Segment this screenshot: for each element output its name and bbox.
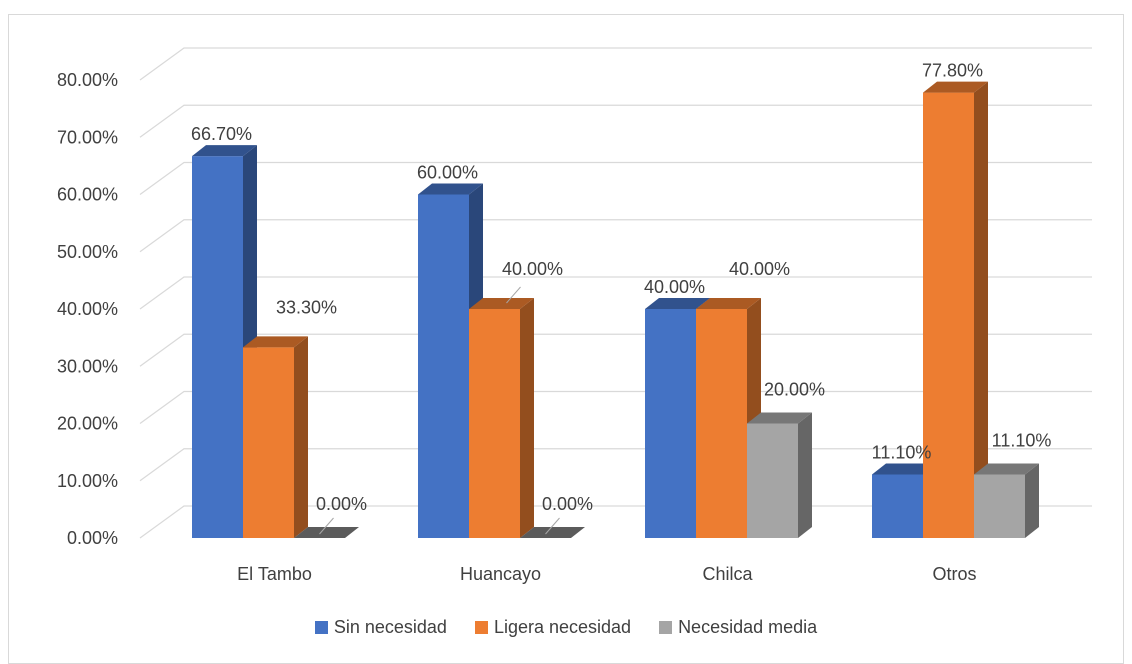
bar-top (923, 81, 988, 93)
bar-side (520, 298, 534, 538)
y-tick-label: 70.00% (57, 127, 118, 147)
y-tick-label: 20.00% (57, 414, 118, 434)
legend-label: Ligera necesidad (493, 617, 632, 637)
legend-item: Necesidad media (659, 617, 817, 638)
bar (243, 347, 294, 538)
data-label: 40.00% (502, 259, 563, 279)
legend-item: Ligera necesidad (474, 617, 632, 638)
legend-swatch (474, 621, 488, 634)
gridline (139, 104, 1092, 138)
data-label: 20.00% (764, 380, 825, 400)
x-category-label: El Tambo (237, 564, 312, 584)
bar-top (645, 298, 710, 309)
data-label: 60.00% (417, 163, 478, 183)
x-category-label: Huancayo (460, 564, 541, 584)
bar-top (243, 336, 308, 348)
bar-top (469, 298, 534, 309)
data-label: 0.00% (542, 494, 593, 514)
legend-swatch (314, 621, 328, 634)
bar-top (747, 412, 812, 424)
bar (192, 156, 243, 538)
bar-top (294, 527, 359, 538)
bars (192, 81, 1039, 538)
bar-side (798, 412, 812, 538)
gridline (139, 390, 1092, 424)
bar-top (418, 183, 483, 195)
y-tick-label: 80.00% (57, 70, 118, 90)
bar-top (872, 463, 937, 475)
bar (872, 474, 923, 538)
bar (747, 423, 798, 538)
leader-line (319, 517, 334, 535)
gridline (139, 47, 1092, 81)
data-label: 0.00% (316, 494, 367, 514)
bar-top (696, 298, 761, 309)
bar-top (192, 145, 257, 157)
gridline (139, 161, 1092, 195)
bar (696, 309, 747, 538)
gridline (139, 333, 1092, 367)
x-category-label: Otros (932, 564, 976, 584)
y-axis-ticks: 0.00% 10.00% 20.00% 30.00% 40.00% 50.00% 60.00… (57, 70, 118, 548)
bar-side (294, 336, 308, 538)
legend-label: Sin necesidad (333, 617, 447, 637)
data-label: 33.30% (276, 297, 337, 317)
bar (974, 474, 1025, 538)
y-tick-label: 0.00% (67, 528, 118, 548)
leader-line (506, 286, 521, 304)
legend: Sin necesidad Ligera necesidad Necesidad m… (0, 617, 1132, 639)
data-label: 11.10% (992, 430, 1052, 450)
gridline (139, 276, 1092, 310)
gridline (139, 219, 1092, 253)
data-label: 40.00% (644, 277, 705, 297)
chart: 0.00% 10.00% 20.00% 30.00% 40.00% 50.00% 60.00… (57, 47, 1092, 584)
y-tick-label: 30.00% (57, 356, 118, 376)
leader-line (545, 517, 560, 535)
data-label: 77.80% (922, 61, 983, 81)
data-label: 11.10% (872, 442, 932, 462)
bar (923, 92, 974, 538)
bar-top (974, 463, 1039, 475)
y-tick-label: 60.00% (57, 185, 118, 205)
data-labels: 66.70% 33.30% 0.00% 60.00% 40.00% 0.00% 40.00%… (191, 61, 1052, 535)
x-axis-categories: El Tambo Huancayo Chilca Otros (237, 564, 976, 584)
bar (418, 194, 469, 538)
y-tick-label: 50.00% (57, 242, 118, 262)
bar-top (520, 527, 585, 538)
data-label: 40.00% (729, 259, 790, 279)
bar-side (1025, 463, 1039, 538)
legend-label: Necesidad media (678, 617, 818, 637)
bar (469, 309, 520, 538)
data-label: 66.70% (191, 124, 252, 144)
legend-item: Sin necesidad (314, 617, 447, 638)
x-category-label: Chilca (702, 564, 753, 584)
bar (645, 309, 696, 538)
bar-side (974, 81, 988, 538)
legend-swatch (659, 621, 673, 634)
y-tick-label: 10.00% (57, 471, 118, 491)
y-tick-label: 40.00% (57, 299, 118, 319)
